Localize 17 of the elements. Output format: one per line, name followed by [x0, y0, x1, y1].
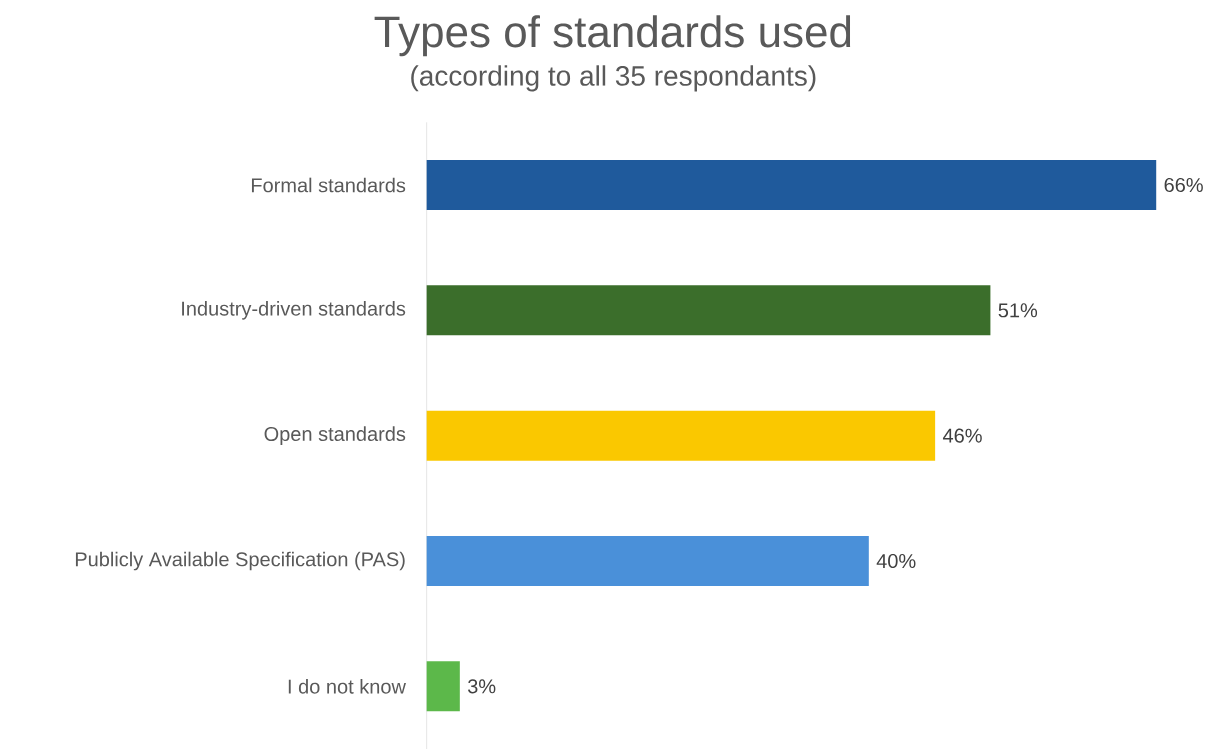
y-tick-label: Publicly Available Specification (PAS)	[75, 551, 405, 571]
bar	[426, 285, 991, 336]
chart-subtitle: (according to all 35 respondants)	[411, 65, 816, 92]
bar	[426, 536, 869, 587]
bar	[426, 410, 936, 461]
y-tick-label: Industry-driven standards	[182, 301, 406, 320]
y-tick-label: Formal standards	[251, 177, 406, 193]
bar	[426, 661, 460, 712]
data-label: 46%	[942, 428, 982, 443]
data-label: 3%	[467, 679, 496, 694]
y-tick-label: Open standards	[264, 426, 406, 445]
chart-title: Types of standards used	[374, 15, 851, 57]
data-label: 66%	[1164, 177, 1203, 193]
data-label: 40%	[876, 553, 916, 569]
bar	[426, 160, 1157, 211]
y-tick-label: I do not know	[288, 679, 406, 694]
data-label: 51%	[998, 303, 1038, 318]
